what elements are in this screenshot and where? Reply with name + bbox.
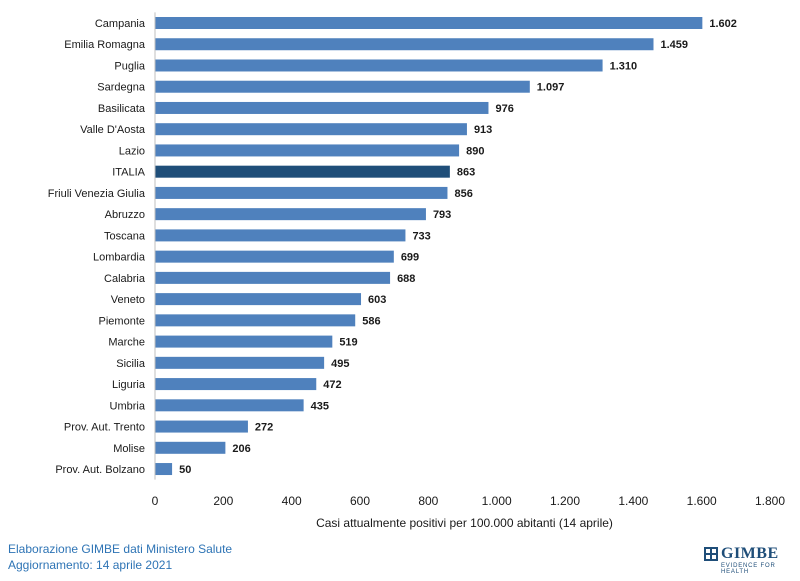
x-tick-label: 1.200	[550, 494, 580, 508]
bar-veneto	[155, 293, 362, 306]
x-tick-label: 1.800	[755, 494, 785, 508]
value-label-toscana: 733	[412, 230, 430, 242]
x-tick-label: 600	[350, 494, 370, 508]
category-labels: Campania Emilia Romagna Puglia Sardegna Basi…	[48, 18, 146, 476]
bar-prov-aut-bolzano	[155, 463, 173, 476]
footer-source-line: Elaborazione GIMBE dati Ministero Salute	[8, 542, 233, 556]
value-label-campania: 1.602	[709, 18, 737, 30]
value-label-prov-aut-trento: 272	[255, 422, 273, 434]
bar-toscana	[155, 229, 406, 242]
bar-molise	[155, 441, 226, 454]
bar-umbria	[155, 399, 304, 412]
value-label-emilia-romagna: 1.459	[660, 39, 688, 51]
value-label-lazio: 890	[466, 145, 484, 157]
category-label-abruzzo: Abruzzo	[105, 209, 145, 221]
bar-lazio	[155, 144, 460, 157]
bars-group	[155, 17, 703, 476]
x-axis-title: Casi attualmente positivi per 100.000 ab…	[316, 516, 613, 530]
value-label-marche: 519	[339, 337, 357, 349]
category-label-veneto: Veneto	[111, 294, 145, 306]
category-label-umbria: Umbria	[110, 400, 146, 412]
bar-abruzzo	[155, 208, 426, 221]
bar-campania	[155, 17, 703, 29]
gimbe-logo-name: GIMBE	[721, 545, 779, 562]
value-label-italia: 863	[457, 167, 475, 179]
bar-emilia-romagna	[155, 38, 654, 51]
category-label-piemonte: Piemonte	[99, 315, 145, 327]
category-label-valle-d-aosta: Valle D'Aosta	[80, 124, 146, 136]
bar-liguria	[155, 378, 317, 391]
bar-basilicata	[155, 101, 489, 114]
value-label-puglia: 1.310	[610, 60, 638, 72]
category-label-prov-aut-bolzano: Prov. Aut. Bolzano	[55, 464, 145, 476]
x-tick-label: 1.600	[687, 494, 717, 508]
x-tick-label: 400	[282, 494, 302, 508]
category-label-sicilia: Sicilia	[116, 358, 146, 370]
value-label-piemonte: 586	[362, 315, 380, 327]
bar-calabria	[155, 271, 391, 284]
category-label-prov-aut-trento: Prov. Aut. Trento	[64, 422, 145, 434]
x-tick-label: 200	[213, 494, 233, 508]
bar-sicilia	[155, 356, 325, 369]
gimbe-logo-tagline: EVIDENCE FOR HEALTH	[721, 563, 776, 575]
x-tick-label: 0	[152, 494, 159, 508]
value-label-calabria: 688	[397, 273, 415, 285]
value-label-umbria: 435	[311, 400, 329, 412]
bar-italia	[155, 165, 450, 178]
bar-marche	[155, 335, 333, 348]
x-tick-label: 1.000	[482, 494, 512, 508]
value-label-sardegna: 1.097	[537, 82, 565, 94]
category-label-basilicata: Basilicata	[98, 103, 146, 115]
bar-puglia	[155, 59, 603, 72]
category-label-liguria: Liguria	[112, 379, 146, 391]
bar-friuli-venezia-giulia	[155, 186, 448, 199]
category-label-emilia-romagna: Emilia Romagna	[64, 39, 146, 51]
value-label-sicilia: 495	[331, 358, 349, 370]
bar-piemonte	[155, 314, 356, 327]
bar-lombardia	[155, 250, 394, 263]
category-label-marche: Marche	[108, 337, 145, 349]
bar-sardegna	[155, 80, 530, 93]
x-tick-label: 1.400	[618, 494, 648, 508]
footer-update-line: Aggiornamento: 14 aprile 2021	[8, 558, 173, 572]
category-label-italia: ITALIA	[112, 167, 145, 179]
x-tick-label: 800	[418, 494, 438, 508]
category-label-toscana: Toscana	[104, 230, 146, 242]
gimbe-logo: GIMBE EVIDENCE FOR HEALTH	[704, 545, 790, 575]
category-label-friuli-venezia-giulia: Friuli Venezia Giulia	[48, 188, 146, 200]
value-label-liguria: 472	[323, 379, 341, 391]
bar-prov-aut-trento	[155, 420, 248, 433]
value-label-friuli-venezia-giulia: 856	[454, 188, 472, 200]
x-tick-labels: 0 200 400 600 800 1.000 1.200 1.400 1.600 1.800	[152, 494, 786, 508]
value-label-molise: 206	[232, 443, 250, 455]
category-label-lombardia: Lombardia	[93, 252, 146, 264]
category-label-sardegna: Sardegna	[97, 82, 146, 94]
value-label-abruzzo: 793	[433, 209, 451, 221]
category-label-puglia: Puglia	[114, 60, 145, 72]
value-label-valle-d-aosta: 913	[474, 124, 492, 136]
category-label-molise: Molise	[113, 443, 145, 455]
footer-source: Elaborazione GIMBE dati Ministero Salute…	[8, 541, 232, 573]
value-label-lombardia: 699	[401, 252, 419, 264]
gimbe-logo-icon	[704, 547, 718, 561]
category-label-lazio: Lazio	[119, 145, 145, 157]
bar-chart: Campania Emilia Romagna Puglia Sardegna Basi…	[48, 12, 786, 530]
bar-valle-d-aosta	[155, 123, 467, 136]
value-label-prov-aut-bolzano: 50	[179, 464, 191, 476]
value-label-veneto: 603	[368, 294, 386, 306]
category-label-calabria: Calabria	[104, 273, 146, 285]
value-label-basilicata: 976	[495, 103, 513, 115]
category-label-campania: Campania	[95, 18, 146, 30]
